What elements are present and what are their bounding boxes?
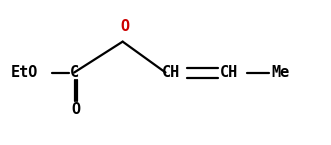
Text: O: O (71, 102, 80, 117)
Text: C: C (70, 65, 79, 80)
Text: CH: CH (220, 65, 238, 80)
Text: Me: Me (271, 65, 289, 80)
Text: CH: CH (162, 65, 180, 80)
Text: EtO: EtO (11, 65, 38, 80)
Text: O: O (121, 19, 130, 34)
